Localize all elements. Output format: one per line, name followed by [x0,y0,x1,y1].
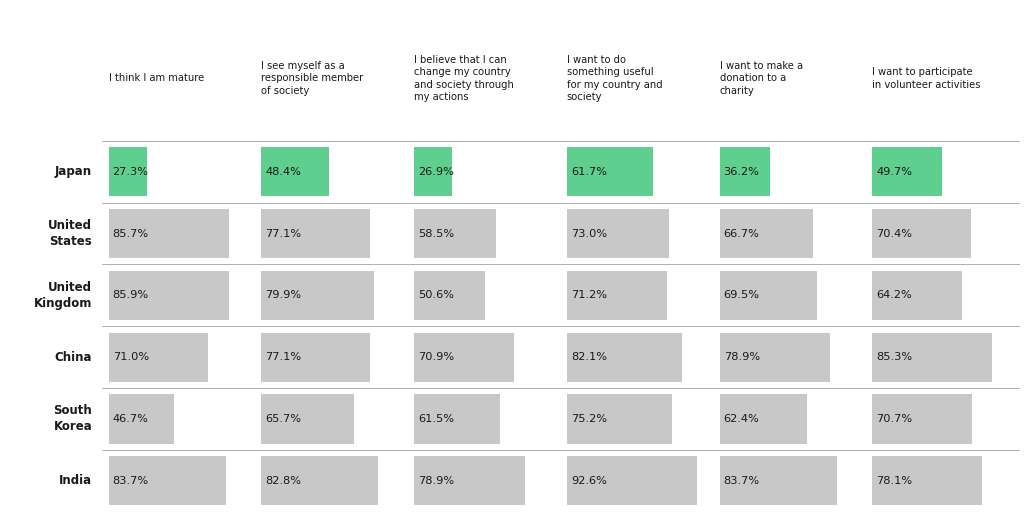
Bar [567,456,697,505]
Text: 92.6%: 92.6% [571,476,607,485]
Text: 48.4%: 48.4% [265,167,301,177]
Bar [109,456,226,505]
Bar [720,271,817,320]
Text: 64.2%: 64.2% [877,290,912,300]
Bar [872,209,971,258]
Text: 85.7%: 85.7% [113,229,148,239]
Text: 83.7%: 83.7% [724,476,760,485]
Text: 65.7%: 65.7% [265,414,301,424]
Text: 58.5%: 58.5% [418,229,455,239]
Text: 71.0%: 71.0% [113,352,148,362]
Text: 26.9%: 26.9% [418,167,454,177]
Bar [414,394,501,444]
Text: 82.1%: 82.1% [571,352,607,362]
Bar [414,333,514,382]
Bar [720,456,837,505]
Text: South
Korea: South Korea [53,405,92,433]
Text: 70.7%: 70.7% [877,414,912,424]
Bar [567,271,667,320]
Text: I believe that I can
change my country
and society through
my actions: I believe that I can change my country a… [414,55,514,102]
Bar [720,394,807,444]
Text: I see myself as a
responsible member
of society: I see myself as a responsible member of … [261,61,364,96]
Text: I want to participate
in volunteer activities: I want to participate in volunteer activ… [872,67,981,89]
Text: China: China [54,351,92,364]
Bar [109,147,146,196]
Bar [872,456,982,505]
Bar [567,209,670,258]
Text: I want to make a
donation to a
charity: I want to make a donation to a charity [720,61,803,96]
Text: United
Kingdom: United Kingdom [34,281,92,310]
Text: 75.2%: 75.2% [571,414,607,424]
Text: 71.2%: 71.2% [571,290,607,300]
Bar [414,456,525,505]
Text: I think I am mature: I think I am mature [109,73,204,84]
Bar [567,394,673,444]
Text: Japan: Japan [55,165,92,179]
Text: 61.5%: 61.5% [418,414,454,424]
Text: 62.4%: 62.4% [724,414,760,424]
Text: 79.9%: 79.9% [265,290,301,300]
Bar [567,333,682,382]
Bar [720,147,770,196]
Text: I want to do
something useful
for my country and
society: I want to do something useful for my cou… [567,55,663,102]
Text: 78.1%: 78.1% [877,476,912,485]
Bar [109,271,229,320]
Text: 69.5%: 69.5% [724,290,760,300]
Bar [261,456,378,505]
Bar [720,209,813,258]
Bar [567,147,653,196]
Text: 70.4%: 70.4% [877,229,912,239]
Bar [414,271,485,320]
Text: 85.3%: 85.3% [877,352,912,362]
Bar [872,394,972,444]
Text: 61.7%: 61.7% [571,167,607,177]
Bar [109,394,174,444]
Text: 66.7%: 66.7% [724,229,760,239]
Text: 77.1%: 77.1% [265,229,301,239]
Text: 82.8%: 82.8% [265,476,301,485]
Text: 83.7%: 83.7% [113,476,148,485]
Bar [872,147,942,196]
Bar [720,333,830,382]
Bar [261,333,370,382]
Text: India: India [59,474,92,487]
Text: United
States: United States [48,219,92,248]
Bar [261,209,370,258]
Bar [414,209,497,258]
Bar [261,271,374,320]
Bar [414,147,452,196]
Bar [261,394,353,444]
Bar [872,271,963,320]
Text: 50.6%: 50.6% [418,290,454,300]
Bar [109,209,229,258]
Text: 77.1%: 77.1% [265,352,301,362]
Text: 85.9%: 85.9% [113,290,148,300]
Bar [261,147,330,196]
Text: 36.2%: 36.2% [724,167,760,177]
Text: 27.3%: 27.3% [113,167,148,177]
Bar [109,333,208,382]
Text: 70.9%: 70.9% [418,352,455,362]
Text: 78.9%: 78.9% [724,352,760,362]
Text: 49.7%: 49.7% [877,167,912,177]
Bar [872,333,992,382]
Text: 73.0%: 73.0% [571,229,607,239]
Text: 46.7%: 46.7% [113,414,148,424]
Text: 78.9%: 78.9% [418,476,455,485]
